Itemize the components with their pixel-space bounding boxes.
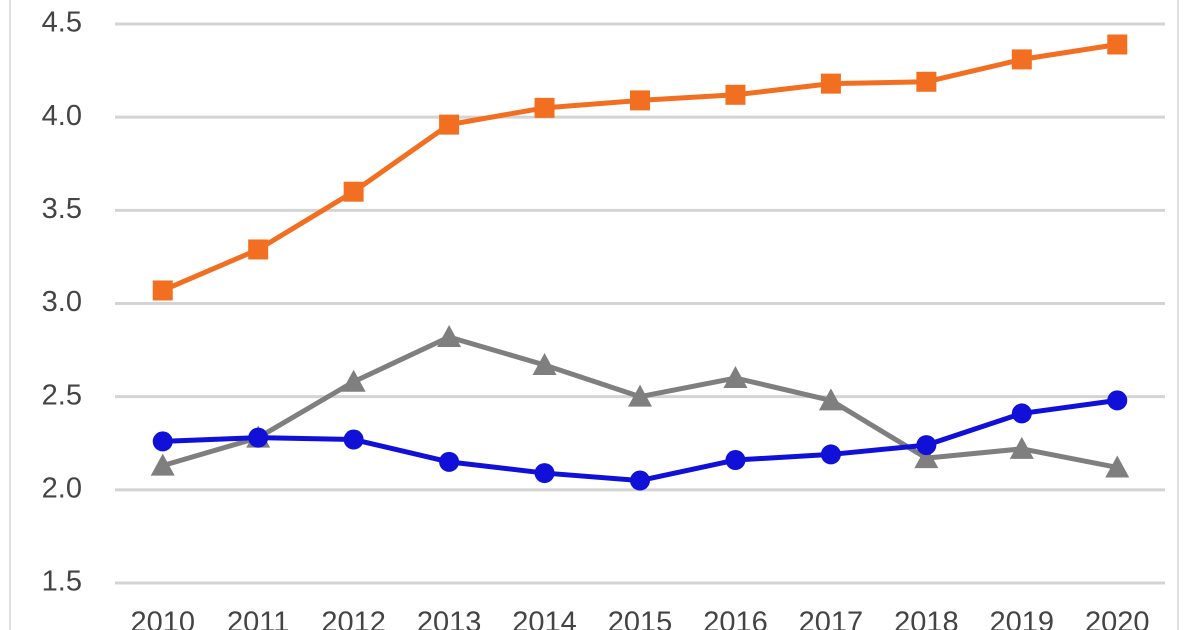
x-tick-label: 2015 <box>608 607 673 630</box>
marker <box>248 239 269 260</box>
marker <box>725 450 746 471</box>
marker <box>1011 49 1032 70</box>
x-tick-label: 2010 <box>130 607 195 630</box>
series-line <box>161 42 1118 293</box>
marker <box>916 435 937 456</box>
marker <box>534 463 555 484</box>
marker <box>818 388 843 411</box>
x-tick-label: 2018 <box>894 607 959 630</box>
marker <box>1107 390 1128 411</box>
marker <box>914 446 939 469</box>
marker <box>630 470 650 491</box>
marker <box>439 114 460 135</box>
marker <box>343 429 364 450</box>
marker <box>725 84 746 105</box>
marker <box>723 366 748 389</box>
x-tick-label: 2017 <box>799 607 864 630</box>
y-tick-label: 2.0 <box>42 472 82 504</box>
marker <box>532 352 557 375</box>
y-tick-label: 2.5 <box>42 379 82 411</box>
y-tick-label: 4.0 <box>42 100 82 132</box>
x-tick-label: 2014 <box>512 607 577 630</box>
y-tick-label: 4.5 <box>42 7 82 39</box>
marker <box>152 431 173 452</box>
y-tick-label: 3.0 <box>42 286 82 318</box>
marker <box>1009 436 1034 459</box>
marker <box>628 384 652 407</box>
marker <box>1107 34 1128 55</box>
marker <box>1011 403 1032 424</box>
marker <box>916 71 937 92</box>
y-tick-label: 1.5 <box>42 566 82 598</box>
marker <box>248 427 269 448</box>
marker <box>152 280 173 301</box>
marker <box>820 73 841 94</box>
x-tick-label: 2011 <box>227 607 289 630</box>
marker <box>630 90 650 111</box>
x-tick-label: 2013 <box>417 607 482 630</box>
marker <box>341 369 366 392</box>
marker <box>150 453 175 476</box>
marker <box>534 97 555 118</box>
marker <box>439 451 460 472</box>
marker <box>437 325 462 348</box>
y-tick-label: 3.5 <box>42 193 82 225</box>
x-tick-label: 2012 <box>321 607 386 630</box>
marker <box>1105 455 1130 478</box>
marker <box>343 181 364 202</box>
marker <box>820 444 841 465</box>
x-tick-label: 2016 <box>703 607 768 630</box>
x-tick-label: 2020 <box>1085 607 1150 630</box>
x-tick-label: 2019 <box>990 607 1055 630</box>
